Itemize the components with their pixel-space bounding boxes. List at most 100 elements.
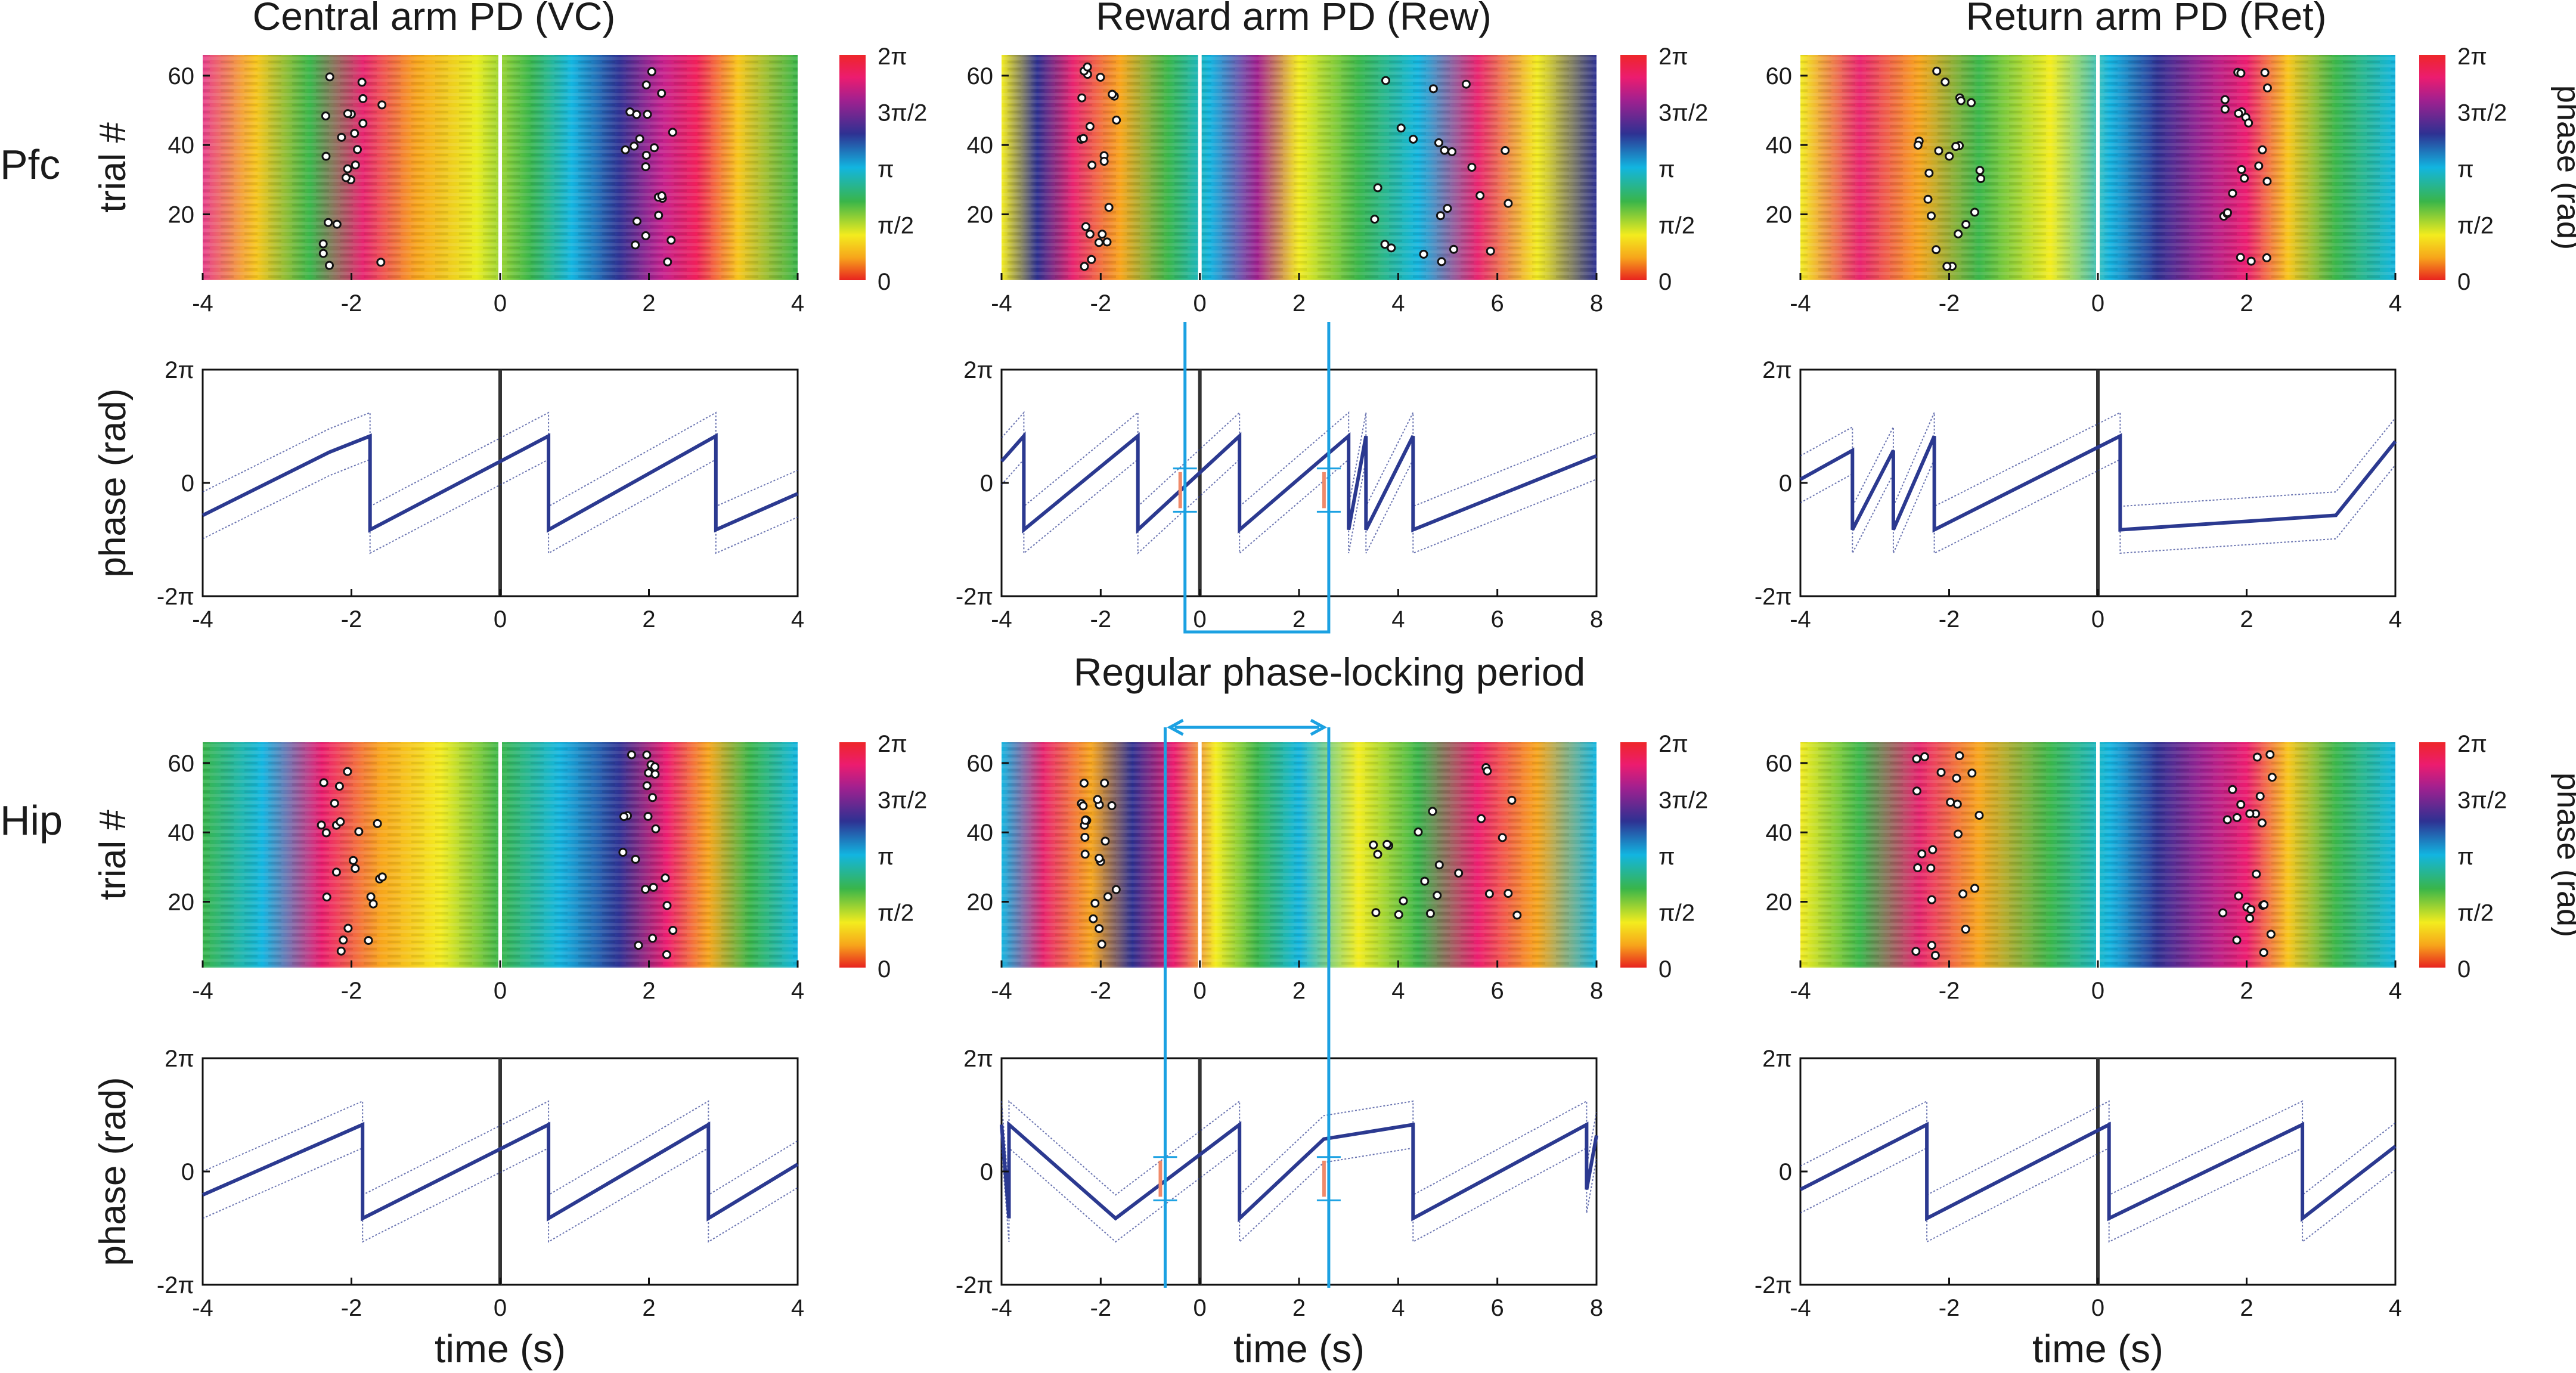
event-marker: [1924, 168, 1934, 178]
event-marker: [1078, 134, 1088, 143]
event-marker: [1440, 145, 1449, 155]
event-marker: [1454, 869, 1464, 878]
phase-mean-trace: [1799, 433, 2397, 533]
event-marker: [650, 770, 660, 779]
event-marker: [2220, 95, 2230, 104]
event-marker: [317, 820, 326, 830]
event-marker: [1913, 863, 1923, 873]
event-marker: [641, 885, 650, 894]
event-marker: [2259, 948, 2268, 957]
event-marker: [1945, 151, 1954, 161]
event-marker: [1420, 876, 1430, 886]
event-marker: [1932, 66, 1942, 76]
event-marker: [1089, 914, 1098, 923]
event-marker: [2223, 208, 2233, 218]
colorbar-tick-label: π/2: [878, 213, 914, 239]
colorbar-tick-label: π/2: [878, 900, 914, 926]
event-marker: [1961, 219, 1971, 229]
phase-ytick-label: -2π: [956, 584, 993, 610]
phase-ytick-label: 2π: [1762, 357, 1792, 383]
event-marker: [627, 750, 636, 760]
event-marker: [663, 257, 672, 266]
raster-ytick-label: 20: [967, 202, 994, 228]
raster-xtick-label: 4: [1391, 978, 1405, 1004]
column-title-vc: Central arm PD (VC): [253, 0, 616, 38]
colorbar-tick-label: 3π/2: [878, 788, 927, 814]
event-marker: [1077, 93, 1087, 103]
event-marker: [1958, 889, 1968, 898]
raster-xtick-label: -4: [1790, 290, 1811, 317]
event-marker: [2240, 173, 2249, 183]
event-marker: [1970, 884, 1979, 893]
event-marker: [1095, 854, 1104, 863]
event-marker: [618, 848, 628, 857]
phase-xtick-label: 2: [1292, 1295, 1306, 1321]
colorbar-tick-label: 3π/2: [878, 100, 927, 126]
raster-panel-pfc-ret: -4 -2 0 2 4 20 40 60 2π 3π/2 π π/2 0 phase (rad): [1766, 44, 2576, 317]
event-marker: [2232, 813, 2242, 822]
phase-axes-frame: [1000, 1057, 1598, 1286]
phase-mean-trace: [202, 433, 799, 533]
raster-xtick-label: 4: [1391, 290, 1405, 317]
event-marker: [641, 80, 651, 89]
event-marker: [2265, 750, 2275, 760]
phase-ytick-label: 2π: [963, 357, 993, 383]
event-marker: [1942, 262, 1952, 271]
phase-upper-bound: [1001, 411, 1597, 508]
phase-ytick-label: -2π: [956, 1272, 993, 1298]
event-marker: [1507, 795, 1517, 805]
event-marker: [337, 132, 346, 142]
phase-xtick-label: 0: [2091, 1295, 2104, 1321]
event-marker: [1449, 244, 1458, 254]
event-marker: [349, 856, 358, 865]
phase-ytick-label: 0: [1779, 470, 1792, 497]
event-marker: [643, 811, 653, 821]
colorbar-tick-label: 2π: [878, 44, 907, 70]
phase-xtick-label: 0: [2091, 606, 2104, 633]
raster-xtick-label: 2: [2240, 978, 2253, 1004]
event-marker: [1112, 115, 1121, 125]
colorbar-tick-label: 0: [1659, 956, 1672, 983]
colorbar-gradient: [1620, 55, 1647, 280]
event-marker: [358, 119, 368, 128]
event-marker: [1926, 863, 1936, 873]
event-marker: [1927, 211, 1936, 221]
event-marker: [1094, 238, 1103, 247]
column-title-rew: Reward arm PD (Rew): [1096, 0, 1492, 38]
phase-xtick-label: 0: [494, 606, 507, 633]
time-xlabel: time (s): [2032, 1326, 2163, 1371]
phase-xtick-label: -4: [192, 606, 213, 633]
event-marker: [1369, 840, 1378, 850]
event-marker: [2246, 256, 2256, 266]
phase-xtick-label: 0: [1194, 606, 1207, 633]
event-marker: [1512, 910, 1522, 920]
colorbar-pfc-vc: 2π 3π/2 π π/2 0: [839, 44, 927, 295]
phase-xtick-label: 2: [642, 606, 655, 633]
colorbar-tick-label: π: [1659, 844, 1675, 870]
event-marker: [1912, 786, 1921, 796]
raster-ytick-label: 20: [1766, 889, 1793, 916]
phase-xtick-label: 8: [1590, 606, 1603, 633]
event-marker: [1409, 134, 1418, 144]
event-marker: [2220, 104, 2230, 114]
event-marker: [2236, 69, 2246, 78]
event-marker: [2232, 935, 2242, 945]
event-marker: [1501, 146, 1510, 156]
colorbar-tick-label: 0: [878, 956, 891, 983]
colorbar-tick-label: 3π/2: [1659, 100, 1708, 126]
colorbar-tick-label: π/2: [1659, 213, 1695, 239]
event-marker: [1425, 909, 1435, 918]
event-marker: [2228, 188, 2237, 198]
raster-xtick-label: 2: [642, 978, 655, 1004]
event-marker: [1394, 910, 1403, 919]
raster-xtick-label: -4: [991, 978, 1012, 1004]
raster-xtick-label: 6: [1491, 290, 1504, 317]
event-marker: [350, 129, 359, 138]
event-marker: [1913, 140, 1923, 150]
event-marker: [332, 219, 342, 229]
event-marker: [324, 218, 333, 227]
phase-axes-frame: [1000, 368, 1598, 597]
colorbar-tick-label: 3π/2: [2457, 788, 2507, 814]
event-marker: [2245, 913, 2255, 923]
event-marker: [1930, 951, 1940, 960]
